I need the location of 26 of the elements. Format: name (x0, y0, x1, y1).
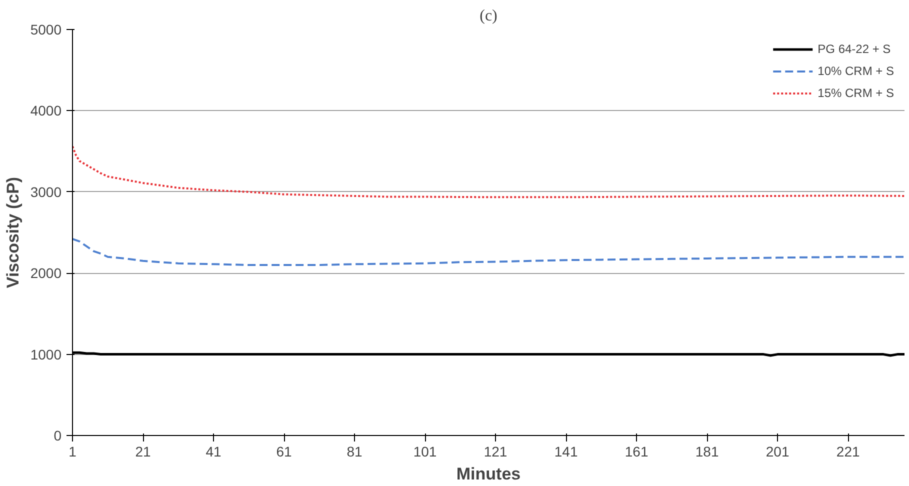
x-tick-label: 81 (346, 444, 363, 460)
chart-title: (c) (480, 8, 498, 24)
x-tick-label: 41 (206, 444, 222, 460)
y-tick-label: 3000 (30, 184, 62, 200)
x-axis-title: Minutes (456, 464, 521, 484)
line-series (72, 238, 904, 266)
legend-label: 15% CRM + S (818, 86, 894, 100)
y-axis-title: Viscosity (cP) (3, 176, 22, 288)
x-tick-label: 121 (484, 444, 508, 460)
legend-label: 10% CRM + S (818, 64, 894, 78)
y-tick-label: 0 (54, 428, 62, 444)
x-tick-label: 161 (624, 444, 648, 460)
x-tick-label: 221 (836, 444, 860, 460)
x-tick-label: 201 (766, 444, 790, 460)
y-tick-label: 1000 (30, 346, 62, 362)
x-tick-label: 141 (554, 444, 578, 460)
legend-label: PG 64-22 + S (818, 42, 891, 56)
x-tick-label: 1 (68, 444, 77, 460)
y-tick-label: 5000 (30, 22, 62, 38)
line-series (72, 145, 904, 198)
y-tick-label: 4000 (30, 102, 62, 119)
x-tick-label: 181 (695, 444, 719, 460)
x-tick-label: 21 (135, 444, 152, 460)
x-tick-label: 61 (276, 444, 292, 460)
y-tick-label: 2000 (30, 265, 62, 282)
x-tick-label: 101 (413, 444, 437, 460)
